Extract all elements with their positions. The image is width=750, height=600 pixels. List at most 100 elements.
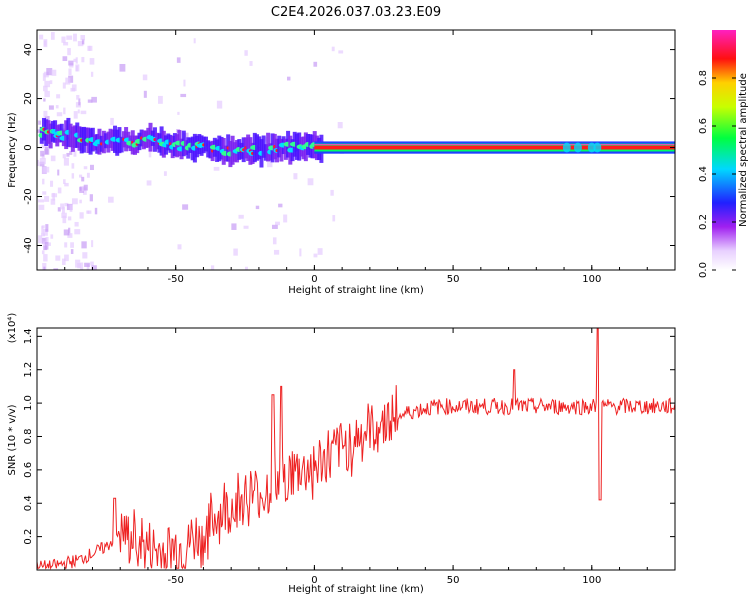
noise-speckle	[81, 241, 87, 249]
y-tick-label: 0.4	[23, 495, 34, 511]
noise-speckle	[44, 242, 49, 250]
noise-speckle	[38, 120, 42, 125]
noise-speckle	[238, 214, 244, 219]
noise-speckle	[68, 227, 71, 236]
colorbar-gradient	[712, 30, 736, 270]
noise-speckle	[64, 254, 69, 262]
snr-frame	[36, 327, 676, 571]
ridge-blob	[101, 130, 106, 154]
x-tick-label: 100	[582, 274, 601, 285]
noise-speckle	[38, 204, 45, 210]
ridge-blob	[48, 123, 53, 149]
ridge-blob	[215, 139, 220, 162]
noise-speckle	[74, 229, 81, 235]
ridge-blob	[261, 135, 266, 158]
noise-speckle	[331, 46, 335, 52]
noise-speckle	[79, 199, 82, 204]
noise-speckle	[108, 196, 114, 203]
noise-speckle	[73, 58, 77, 63]
noise-speckle	[46, 68, 53, 76]
noise-speckle	[158, 95, 163, 104]
ridge-blob	[277, 135, 282, 158]
noise-speckle	[313, 253, 318, 258]
noise-speckle	[44, 90, 50, 98]
noise-speckle	[75, 57, 78, 64]
noise-speckle	[183, 79, 186, 87]
noise-speckle	[148, 149, 152, 158]
noise-speckle	[79, 212, 84, 219]
y-tick-label: 0.8	[23, 429, 34, 445]
noise-speckle	[80, 35, 86, 41]
colorbar-tick-label: 0.6	[698, 118, 709, 134]
y-tick-label: 0	[23, 144, 34, 150]
noise-speckle	[63, 41, 69, 46]
noise-speckle	[42, 73, 46, 81]
noise-speckle	[271, 224, 278, 229]
noise-speckle	[90, 261, 94, 266]
band-bump	[573, 142, 582, 153]
noise-speckle	[56, 94, 61, 99]
noise-speckle	[44, 195, 50, 202]
noise-speckle	[63, 229, 70, 236]
spectrogram-x-label: Height of straight line (km)	[288, 285, 424, 296]
noise-speckle	[317, 248, 323, 255]
noise-speckle	[86, 172, 90, 178]
snr-plot-area	[37, 328, 675, 570]
noise-speckle	[180, 93, 187, 98]
noise-speckle	[87, 210, 92, 214]
y-tick-label: 20	[23, 92, 34, 105]
ridge-blob	[206, 140, 211, 158]
noise-speckle	[81, 185, 86, 192]
noise-speckle	[213, 166, 220, 171]
y-tick-label: -20	[23, 188, 34, 204]
noise-speckle	[71, 84, 77, 92]
noise-speckle	[51, 193, 58, 198]
noise-speckle	[81, 39, 85, 45]
noise-speckle	[43, 166, 50, 173]
noise-speckle	[307, 178, 314, 186]
noise-speckle	[50, 180, 54, 187]
noise-speckle	[337, 122, 343, 129]
noise-speckle	[143, 90, 147, 98]
stable-band-core	[314, 145, 675, 150]
noise-speckle	[330, 189, 334, 196]
noise-speckle	[60, 203, 65, 210]
noise-speckle	[57, 207, 61, 212]
noise-speckle	[76, 94, 80, 100]
ridge-blob	[257, 136, 262, 160]
noise-speckle	[182, 204, 189, 210]
noise-speckle	[45, 236, 49, 244]
ridge-blob	[68, 123, 73, 148]
spectrogram-y-label: Frequency (Hz)	[7, 112, 18, 188]
noise-speckle	[73, 111, 78, 119]
noise-speckle	[61, 258, 66, 265]
noise-speckle	[293, 173, 298, 180]
noise-speckle	[80, 262, 84, 270]
noise-speckle	[87, 99, 93, 103]
noise-speckle	[313, 61, 318, 67]
noise-speckle	[41, 250, 45, 255]
noise-speckle	[38, 199, 45, 203]
ridge-blob	[203, 136, 208, 152]
noise-speckle	[44, 147, 49, 155]
noise-speckle	[267, 162, 273, 168]
noise-speckle	[40, 150, 45, 157]
noise-speckle	[210, 265, 215, 270]
noise-speckle	[110, 117, 114, 126]
x-tick-label: 0	[311, 575, 317, 586]
noise-speckle	[68, 68, 72, 75]
noise-speckle	[146, 180, 152, 186]
noise-speckle	[82, 252, 88, 259]
noise-speckle	[44, 80, 51, 88]
noise-speckle	[71, 198, 78, 205]
noise-speckle	[37, 129, 42, 133]
noise-speckle	[142, 74, 148, 81]
noise-speckle	[56, 112, 63, 117]
noise-speckle	[63, 179, 66, 185]
noise-speckle	[67, 216, 72, 221]
noise-speckle	[50, 155, 56, 162]
noise-speckle	[43, 110, 48, 117]
colorbar-tick-label: 0.0	[698, 262, 709, 278]
noise-speckle	[231, 223, 237, 230]
noise-speckle	[177, 111, 180, 115]
